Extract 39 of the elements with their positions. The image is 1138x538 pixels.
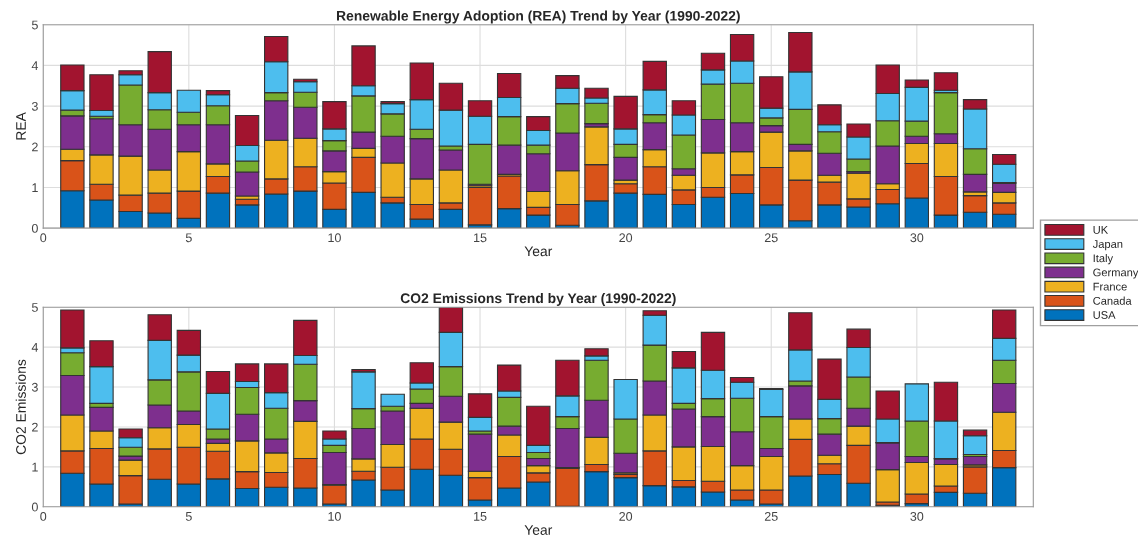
x-tick-label: 20 [619, 233, 633, 243]
y-tick-label: 1 [32, 462, 38, 472]
y-tick-label: 5 [31, 20, 38, 30]
chart-title: Renewable Energy Adoption (REA) Trend by Year (1990-2022) [336, 10, 740, 24]
y-tick-label: 4 [31, 343, 39, 352]
x-tick-label: 15 [474, 233, 487, 243]
legend-label: UK [1093, 226, 1109, 234]
y-tick-label: 0 [31, 502, 38, 512]
x-axis-title: Year [524, 525, 553, 535]
y-tick-label: 3 [31, 101, 38, 111]
y-tick-label: 5 [31, 303, 38, 312]
y-axis-title: CO2 Emissions [15, 359, 26, 455]
x-tick-label: 10 [328, 233, 341, 243]
x-tick-label: 5 [185, 512, 192, 521]
y-axis-title: REA [16, 112, 26, 140]
y-tick-label: 0 [31, 223, 38, 233]
chart-title: CO2 Emissions Trend by Year (1990-2022) [400, 292, 676, 306]
y-tick-label: 1 [32, 183, 38, 192]
legend-label: Italy [1093, 254, 1114, 265]
x-axis-title: Year [524, 246, 553, 257]
legend-label: France [1093, 282, 1127, 291]
x-tick-label: 30 [910, 233, 924, 243]
y-tick-label: 3 [31, 382, 38, 392]
legend-label: Japan [1092, 240, 1123, 251]
legend-label: Germany [1093, 268, 1138, 279]
legend-label: Canada [1093, 296, 1132, 305]
y-tick-label: 4 [31, 61, 39, 70]
x-tick-label: 25 [764, 511, 778, 521]
x-tick-label: 0 [40, 233, 47, 243]
y-tick-label: 2 [32, 422, 38, 432]
x-tick-label: 5 [185, 233, 192, 243]
x-tick-label: 25 [764, 233, 778, 243]
x-tick-label: 30 [910, 511, 924, 521]
x-tick-label: 15 [474, 512, 487, 521]
x-tick-label: 20 [619, 511, 633, 521]
y-tick-label: 2 [32, 142, 38, 152]
x-tick-label: 10 [328, 511, 341, 521]
legend-label: USA [1093, 311, 1116, 319]
x-tick-label: 0 [40, 511, 47, 521]
